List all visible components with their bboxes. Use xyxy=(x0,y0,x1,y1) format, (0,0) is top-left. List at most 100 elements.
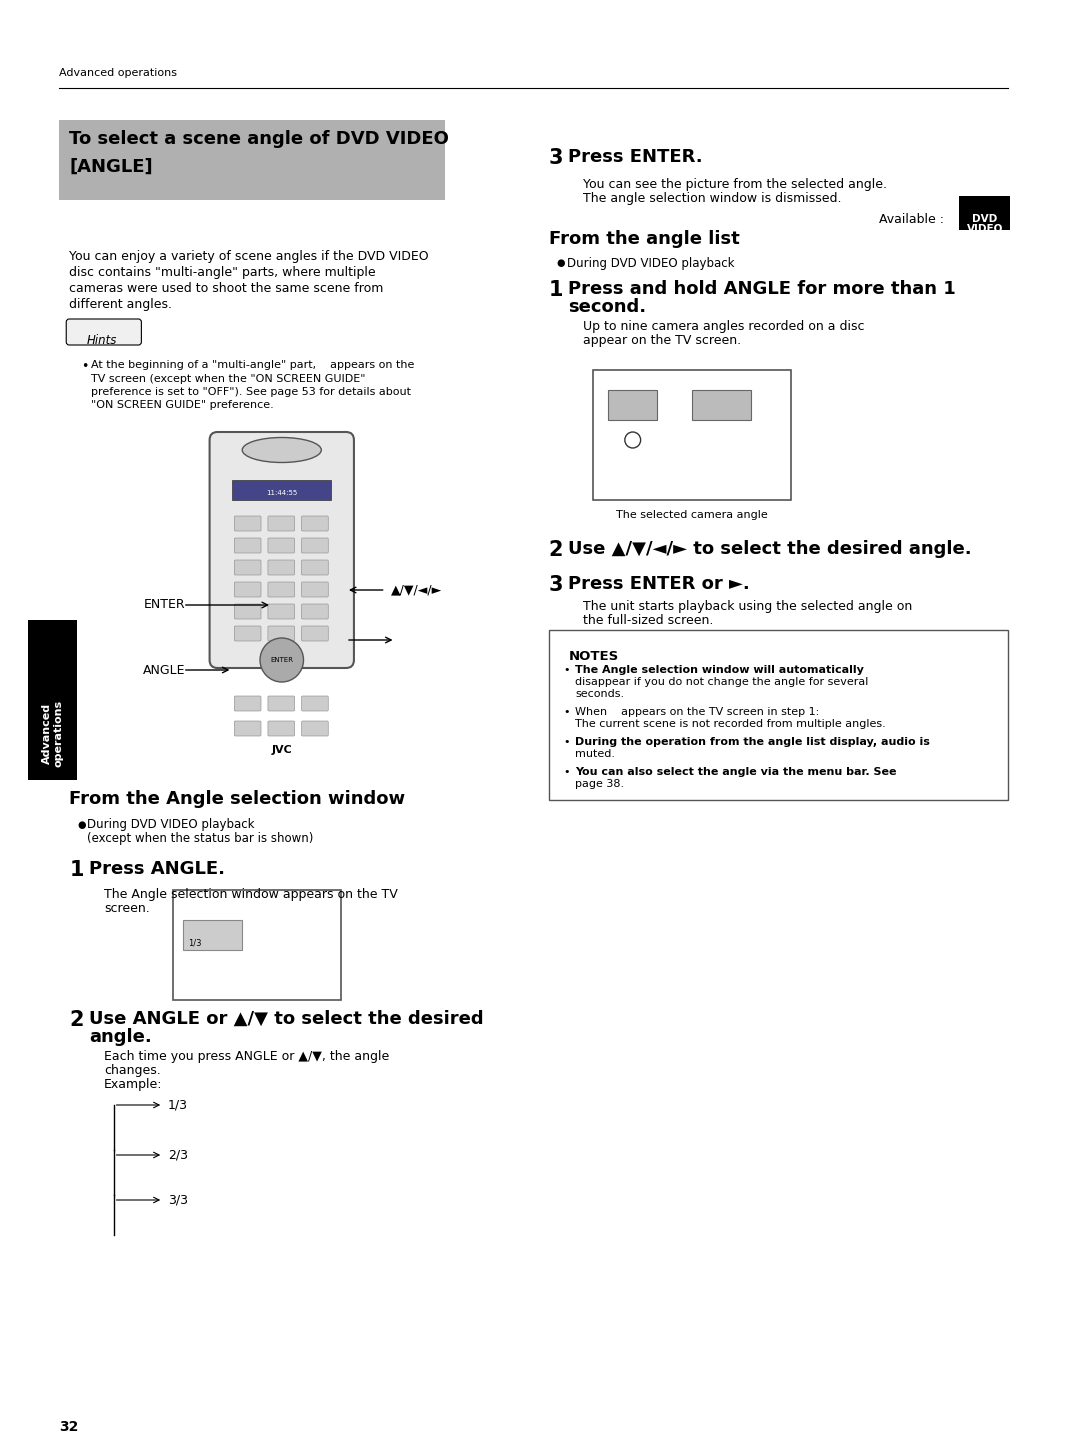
Text: changes.: changes. xyxy=(104,1064,161,1077)
FancyBboxPatch shape xyxy=(234,721,261,735)
Text: ●: ● xyxy=(77,820,85,830)
Text: Press ANGLE.: Press ANGLE. xyxy=(89,860,225,878)
Text: JVC: JVC xyxy=(271,745,293,756)
FancyBboxPatch shape xyxy=(59,119,445,199)
Text: •: • xyxy=(564,708,570,716)
FancyBboxPatch shape xyxy=(234,604,261,619)
FancyBboxPatch shape xyxy=(268,515,295,531)
Bar xyxy=(549,630,1009,799)
Text: preference is set to "OFF"). See page 53 for details about: preference is set to "OFF"). See page 53… xyxy=(91,387,411,397)
Text: The Angle selection window appears on the TV: The Angle selection window appears on th… xyxy=(104,888,397,901)
Text: 2: 2 xyxy=(69,1010,84,1029)
Text: VIDEO: VIDEO xyxy=(967,224,1003,234)
Text: Each time you press ANGLE or ▲/▼, the angle: Each time you press ANGLE or ▲/▼, the an… xyxy=(104,1050,389,1063)
Text: The unit starts playback using the selected angle on: The unit starts playback using the selec… xyxy=(583,600,913,613)
Text: 3/3: 3/3 xyxy=(168,1194,188,1207)
Bar xyxy=(608,390,658,419)
Text: second.: second. xyxy=(568,298,647,316)
Text: 3: 3 xyxy=(549,149,563,167)
FancyBboxPatch shape xyxy=(210,432,354,668)
Circle shape xyxy=(260,638,303,681)
Text: Available :: Available : xyxy=(879,213,944,226)
Text: 3: 3 xyxy=(549,575,563,596)
FancyBboxPatch shape xyxy=(234,696,261,711)
FancyBboxPatch shape xyxy=(234,626,261,641)
FancyBboxPatch shape xyxy=(234,582,261,597)
FancyBboxPatch shape xyxy=(234,539,261,553)
Text: angle.: angle. xyxy=(89,1028,151,1045)
Text: 2: 2 xyxy=(549,540,563,561)
Text: During DVD VIDEO playback: During DVD VIDEO playback xyxy=(87,818,255,831)
FancyBboxPatch shape xyxy=(66,319,141,345)
Text: Use ANGLE or ▲/▼ to select the desired: Use ANGLE or ▲/▼ to select the desired xyxy=(89,1010,484,1028)
Text: You can also select the angle via the menu bar. See: You can also select the angle via the me… xyxy=(576,767,896,778)
FancyBboxPatch shape xyxy=(301,721,328,735)
Text: During the operation from the angle list display, audio is: During the operation from the angle list… xyxy=(576,737,930,747)
Text: TV screen (except when the "ON SCREEN GUIDE": TV screen (except when the "ON SCREEN GU… xyxy=(91,374,365,383)
FancyBboxPatch shape xyxy=(301,539,328,553)
Text: DVD: DVD xyxy=(972,214,997,224)
Text: cameras were used to shoot the same scene from: cameras were used to shoot the same scen… xyxy=(69,282,383,296)
Text: Advanced
operations: Advanced operations xyxy=(42,700,64,767)
Text: To select a scene angle of DVD VIDEO: To select a scene angle of DVD VIDEO xyxy=(69,130,449,149)
Text: •: • xyxy=(564,767,570,778)
Text: 11:44:55: 11:44:55 xyxy=(266,491,297,496)
Text: ●: ● xyxy=(556,258,565,268)
FancyBboxPatch shape xyxy=(959,197,1011,230)
Text: Press ENTER or ►.: Press ENTER or ►. xyxy=(568,575,751,593)
Bar xyxy=(593,370,791,499)
Text: During DVD VIDEO playback: During DVD VIDEO playback xyxy=(567,258,734,269)
FancyBboxPatch shape xyxy=(268,626,295,641)
FancyBboxPatch shape xyxy=(268,582,295,597)
Text: You can see the picture from the selected angle.: You can see the picture from the selecte… xyxy=(583,178,888,191)
Text: From the Angle selection window: From the Angle selection window xyxy=(69,791,405,808)
Text: "ON SCREEN GUIDE" preference.: "ON SCREEN GUIDE" preference. xyxy=(91,400,273,411)
Text: screen.: screen. xyxy=(104,903,149,914)
Text: disc contains "multi-angle" parts, where multiple: disc contains "multi-angle" parts, where… xyxy=(69,266,376,280)
FancyBboxPatch shape xyxy=(268,561,295,575)
Text: •: • xyxy=(564,737,570,747)
Text: (except when the status bar is shown): (except when the status bar is shown) xyxy=(87,831,313,844)
Text: ▲/▼/◄/►: ▲/▼/◄/► xyxy=(391,584,442,597)
FancyBboxPatch shape xyxy=(268,696,295,711)
Text: Hints: Hints xyxy=(87,333,118,347)
Text: Advanced operations: Advanced operations xyxy=(59,68,177,79)
FancyBboxPatch shape xyxy=(268,539,295,553)
Text: different angles.: different angles. xyxy=(69,298,172,312)
FancyBboxPatch shape xyxy=(301,626,328,641)
FancyBboxPatch shape xyxy=(301,696,328,711)
Bar xyxy=(692,390,752,419)
Bar xyxy=(173,890,341,1000)
Text: ENTER: ENTER xyxy=(270,657,294,662)
Text: When    appears on the TV screen in step 1:: When appears on the TV screen in step 1: xyxy=(576,708,820,716)
Text: [ANGLE]: [ANGLE] xyxy=(69,159,153,176)
Text: The angle selection window is dismissed.: The angle selection window is dismissed. xyxy=(583,192,841,205)
Text: •: • xyxy=(564,665,570,676)
Text: the full-sized screen.: the full-sized screen. xyxy=(583,614,714,628)
FancyBboxPatch shape xyxy=(301,604,328,619)
Ellipse shape xyxy=(242,437,322,463)
Text: 1/3: 1/3 xyxy=(168,1098,188,1111)
Text: Example:: Example: xyxy=(104,1077,162,1091)
FancyBboxPatch shape xyxy=(301,582,328,597)
FancyBboxPatch shape xyxy=(301,561,328,575)
Text: Up to nine camera angles recorded on a disc: Up to nine camera angles recorded on a d… xyxy=(583,320,865,333)
Text: disappear if you do not change the angle for several: disappear if you do not change the angle… xyxy=(576,677,868,687)
Bar xyxy=(183,920,242,949)
Text: 32: 32 xyxy=(59,1420,79,1434)
FancyBboxPatch shape xyxy=(268,721,295,735)
Text: seconds.: seconds. xyxy=(576,689,624,699)
FancyBboxPatch shape xyxy=(234,515,261,531)
Text: 1/3: 1/3 xyxy=(188,938,201,946)
Text: ENTER: ENTER xyxy=(144,598,185,612)
FancyBboxPatch shape xyxy=(301,515,328,531)
Bar xyxy=(232,480,332,499)
Text: page 38.: page 38. xyxy=(576,779,624,789)
Text: •: • xyxy=(81,360,89,373)
Text: 1: 1 xyxy=(69,860,84,879)
Text: At the beginning of a "multi-angle" part,    appears on the: At the beginning of a "multi-angle" part… xyxy=(91,360,415,370)
Bar xyxy=(28,620,77,780)
Text: appear on the TV screen.: appear on the TV screen. xyxy=(583,333,742,347)
FancyBboxPatch shape xyxy=(234,561,261,575)
Text: The current scene is not recorded from multiple angles.: The current scene is not recorded from m… xyxy=(576,719,887,729)
